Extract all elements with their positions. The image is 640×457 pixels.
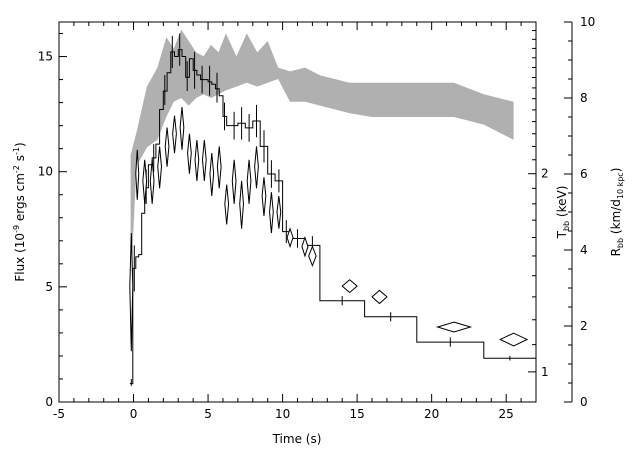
temperature-diamond bbox=[269, 192, 274, 234]
temperature-diamond bbox=[276, 195, 282, 229]
temperature-diamond bbox=[301, 235, 309, 258]
temperature-diamond bbox=[371, 289, 388, 305]
r-tick-label: 0 bbox=[580, 395, 588, 409]
temperature-diamond bbox=[201, 139, 207, 181]
r-tick-label: 4 bbox=[580, 243, 588, 257]
t-tick-label: 1 bbox=[541, 365, 549, 379]
r-tick-label: 2 bbox=[580, 319, 588, 333]
x-tick-label: 0 bbox=[130, 407, 138, 421]
temperature-diamond bbox=[179, 107, 185, 150]
temperature-diamond bbox=[164, 127, 170, 167]
temperature-diamond bbox=[254, 146, 259, 189]
r-tick-label: 10 bbox=[580, 15, 595, 29]
x-axis-label: Time (s) bbox=[272, 432, 322, 446]
r-tick-label: 6 bbox=[580, 167, 588, 181]
y-axis-label-left: Flux (10-9 ergs cm-2 s-1) bbox=[12, 142, 27, 281]
temperature-diamond bbox=[209, 152, 215, 197]
temperature-diamond bbox=[216, 146, 222, 189]
temperature-diamond bbox=[239, 180, 244, 229]
r-tick-label: 8 bbox=[580, 91, 588, 105]
x-tick-label: -5 bbox=[53, 407, 65, 421]
y-left-tick-label: 5 bbox=[45, 280, 53, 294]
temperature-diamond bbox=[286, 227, 294, 249]
temperature-diamond bbox=[231, 159, 237, 204]
temperature-diamond bbox=[261, 177, 267, 217]
temperature-diamond bbox=[341, 279, 358, 294]
temperature-diamond bbox=[187, 133, 192, 174]
x-tick-label: 25 bbox=[499, 407, 514, 421]
y-left-tick-label: 0 bbox=[45, 395, 53, 409]
y-axis-label-temperature: Tbb (keV) bbox=[555, 186, 571, 240]
temperature-diamond bbox=[135, 149, 140, 200]
temperature-diamond bbox=[194, 139, 200, 181]
temperature-diamond bbox=[157, 146, 162, 189]
radius-band-layer bbox=[130, 29, 514, 288]
x-tick-label: 5 bbox=[204, 407, 212, 421]
x-tick-label: 10 bbox=[275, 407, 290, 421]
y-left-tick-label: 15 bbox=[38, 50, 53, 64]
t-tick-label: 2 bbox=[541, 167, 549, 181]
temperature-diamond bbox=[142, 159, 148, 204]
temperature-diamond bbox=[246, 159, 252, 204]
temperature-diamond bbox=[308, 245, 317, 268]
temperature-diamond bbox=[435, 321, 473, 333]
temperature-diamond bbox=[499, 332, 529, 347]
x-tick-label: 20 bbox=[424, 407, 439, 421]
temperature-diamond-layer bbox=[129, 107, 529, 352]
temperature-diamond bbox=[172, 115, 177, 154]
temperature-diamond bbox=[224, 184, 230, 225]
temperature-diamond bbox=[149, 159, 155, 204]
x-tick-label: 15 bbox=[349, 407, 364, 421]
temperature-diamond bbox=[129, 233, 134, 352]
y-axis-label-radius: Rbb (km/d10 kpc) bbox=[609, 168, 625, 257]
y-left-tick-label: 10 bbox=[38, 165, 53, 179]
radius-band bbox=[130, 29, 514, 288]
